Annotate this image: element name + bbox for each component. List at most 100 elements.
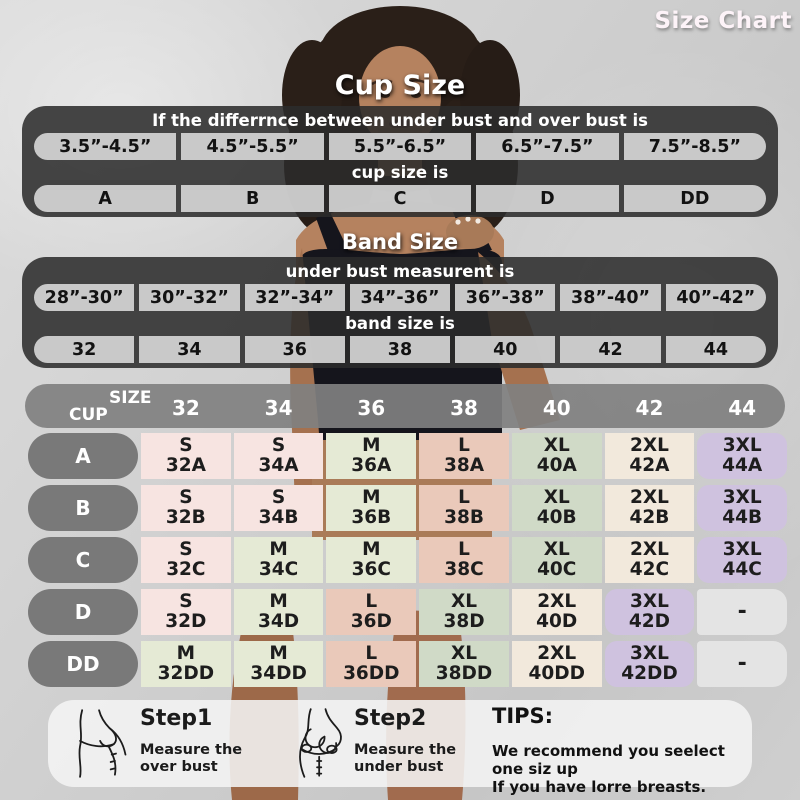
matrix-column-header: 44 <box>728 396 757 420</box>
band-range-cell: 40”-42” <box>665 284 766 311</box>
matrix-row-a: A S 32A S 34A M 36A L 38A XL 40A 2XL 42A 3XL 44… <box>0 433 800 479</box>
band-result-label: band size is <box>345 314 455 333</box>
size-cell: XL 40C <box>511 537 602 583</box>
size-cell: 2XL 40DD <box>511 641 602 687</box>
size-cell: M 34DD <box>233 641 324 687</box>
band-size-heading: Band Size <box>341 230 459 254</box>
size-cell: S 34B <box>233 485 324 531</box>
matrix-corner-size-label: SIZE <box>109 388 152 408</box>
matrix-row-label: D <box>28 589 138 635</box>
size-cell: M 32DD <box>141 641 231 687</box>
band-range-cell: 38”-40” <box>560 284 661 311</box>
size-cell: L 38C <box>419 537 509 583</box>
size-cell: - <box>697 641 788 687</box>
cup-result-label: cup size is <box>351 163 449 182</box>
over-bust-measure-icon <box>78 709 127 778</box>
matrix-column-header: 42 <box>635 396 664 420</box>
size-cell: 3XL 42D <box>604 589 695 635</box>
matrix-row-label: B <box>28 485 138 531</box>
size-cell: M 36C <box>326 537 417 583</box>
size-cell: S 34A <box>233 433 324 479</box>
matrix-column-header: 40 <box>542 396 571 420</box>
band-size-table: under bust measurent is 28”-30” 30”-32” … <box>22 257 778 368</box>
size-cell: 2XL 42B <box>604 485 695 531</box>
band-value-cell: 36 <box>244 336 345 363</box>
band-condition-label: under bust measurent is <box>285 262 515 281</box>
size-cell: XL 40A <box>511 433 602 479</box>
step1-text: Measure the over bust <box>140 742 243 775</box>
band-value-cell: 34 <box>139 336 240 363</box>
tips-title: TIPS: <box>492 704 554 728</box>
size-cell: 2XL 42A <box>604 433 695 479</box>
size-cell: S 32B <box>141 485 231 531</box>
size-cell: XL 38D <box>419 589 509 635</box>
cup-value-cell: B <box>181 185 324 212</box>
size-cell: 2XL 40D <box>511 589 602 635</box>
under-bust-measure-icon <box>299 708 342 778</box>
matrix-column-headers: 32 34 36 38 40 42 44 <box>141 384 787 428</box>
matrix-row-dd: DD M 32DD M 34DD L 36DD XL 38DD 2XL 40DD 3XL 4… <box>0 641 800 687</box>
size-cell: S 32A <box>141 433 231 479</box>
size-cell: M 34C <box>233 537 324 583</box>
matrix-row-d: D S 32D M 34D L 36D XL 38D 2XL 40D 3XL 42D - <box>0 589 800 635</box>
band-range-cell: 32”-34” <box>244 284 345 311</box>
band-value-cell: 40 <box>455 336 556 363</box>
size-cell: 2XL 42C <box>604 537 695 583</box>
step2-text: Measure the under bust <box>354 742 457 775</box>
band-value-cell: 44 <box>665 336 766 363</box>
measuring-instructions-panel: Step1 Measure the over bust Step2 Measur… <box>48 700 752 796</box>
matrix-header: SIZE CUP 32 34 36 38 40 42 44 <box>25 384 785 428</box>
step1-title: Step1 <box>140 706 213 731</box>
size-cell: M 36B <box>326 485 417 531</box>
size-cell: XL 40B <box>511 485 602 531</box>
cup-range-cell: 6.5”-7.5” <box>476 133 619 160</box>
cup-range-row: 3.5”-4.5” 4.5”-5.5” 5.5”-6.5” 6.5”-7.5” … <box>22 133 778 160</box>
cup-value-cell: A <box>34 185 177 212</box>
matrix-corner-cup-label: CUP <box>69 405 108 425</box>
band-range-cell: 36”-38” <box>455 284 556 311</box>
size-cell: - <box>697 589 788 635</box>
matrix-column-header: 34 <box>264 396 293 420</box>
band-value-cell: 42 <box>560 336 661 363</box>
matrix-column-header: 38 <box>450 396 478 420</box>
matrix-row-b: B S 32B S 34B M 36B L 38B XL 40B 2XL 42B 3XL 44… <box>0 485 800 531</box>
cup-size-table: If the differrnce between under bust and… <box>22 106 778 217</box>
band-range-cell: 30”-32” <box>139 284 240 311</box>
matrix-column-header: 32 <box>171 396 200 420</box>
cup-value-cell: DD <box>623 185 767 212</box>
band-value-row: 32 34 36 38 40 42 44 <box>22 336 778 363</box>
band-value-cell: 32 <box>34 336 135 363</box>
matrix-column-header: 36 <box>357 396 386 420</box>
size-cell: 3XL 44A <box>697 433 788 479</box>
cup-range-cell: 5.5”-6.5” <box>328 133 472 160</box>
cup-range-cell: 4.5”-5.5” <box>181 133 324 160</box>
matrix-row-label: A <box>28 433 138 479</box>
page-title: Size Chart <box>654 8 792 34</box>
size-cell: 3XL 42DD <box>604 641 695 687</box>
cup-condition-label: If the differrnce between under bust and… <box>152 111 648 130</box>
cup-range-cell: 3.5”-4.5” <box>34 133 177 160</box>
band-value-cell: 38 <box>349 336 451 363</box>
size-cell: S 32D <box>141 589 231 635</box>
step2-title: Step2 <box>354 706 427 731</box>
size-cell: S 32C <box>141 537 231 583</box>
cup-range-cell: 7.5”-8.5” <box>623 133 767 160</box>
size-cell: 3XL 44B <box>697 485 788 531</box>
band-range-cell: 34”-36” <box>349 284 451 311</box>
size-cell: L 38B <box>419 485 509 531</box>
size-cell: M 36A <box>326 433 417 479</box>
cup-value-cell: D <box>476 185 619 212</box>
tips-text: We recommend you seelect one siz up If y… <box>492 742 725 796</box>
size-cell: L 36D <box>326 589 417 635</box>
size-cell: M 34D <box>233 589 324 635</box>
matrix-row-c: C S 32C M 34C M 36C L 38C XL 40C 2XL 42C 3XL 44… <box>0 537 800 583</box>
band-range-row: 28”-30” 30”-32” 32”-34” 34”-36” 36”-38” … <box>22 284 778 311</box>
cup-value-row: A B C D DD <box>22 185 778 212</box>
cup-value-cell: C <box>328 185 472 212</box>
matrix-row-label: DD <box>28 641 138 687</box>
cup-size-heading: Cup Size <box>334 70 466 101</box>
size-cell: 3XL 44C <box>697 537 788 583</box>
band-range-cell: 28”-30” <box>34 284 135 311</box>
size-cell: XL 38DD <box>419 641 509 687</box>
